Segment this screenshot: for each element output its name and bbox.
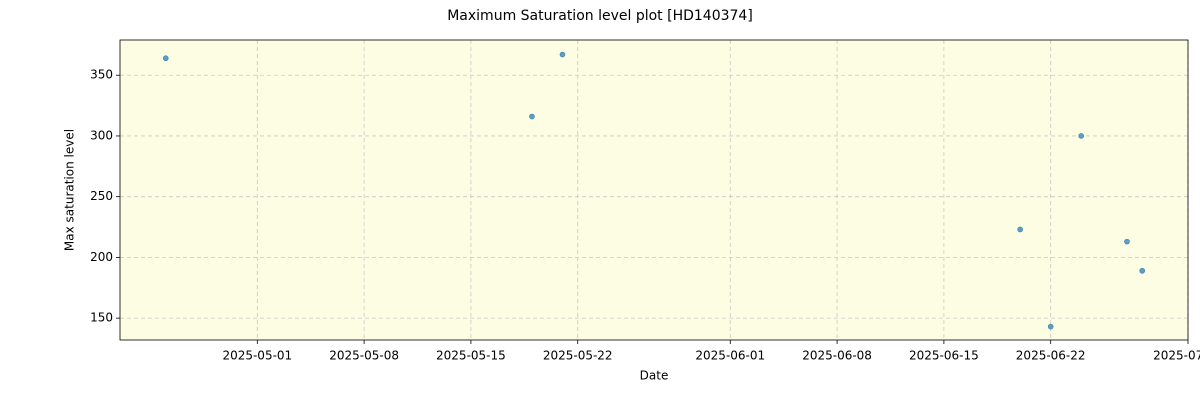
chart-title: Maximum Saturation level plot [HD140374] bbox=[447, 8, 753, 24]
point bbox=[559, 51, 566, 58]
x-tick-label: 2025-05-01 bbox=[222, 349, 292, 363]
y-tick-label: 300 bbox=[90, 128, 113, 142]
y-axis-label: Max saturation level bbox=[63, 129, 77, 251]
x-tick-label: 2025-06-15 bbox=[909, 349, 979, 363]
point bbox=[1124, 238, 1130, 245]
point bbox=[529, 113, 535, 120]
y-tick-label: 250 bbox=[90, 189, 113, 203]
y-tick-label: 150 bbox=[90, 311, 113, 325]
y-tick-label: 350 bbox=[90, 68, 113, 82]
x-tick-label: 2025-05-15 bbox=[436, 349, 506, 363]
point bbox=[1139, 267, 1146, 274]
point bbox=[162, 55, 169, 62]
x-tick-label: 2025-06-22 bbox=[1016, 349, 1086, 363]
point bbox=[1017, 226, 1023, 233]
plot-area bbox=[120, 40, 1188, 340]
x-tick-label: 2025-06-01 bbox=[695, 349, 765, 363]
point bbox=[1078, 133, 1084, 139]
y-tick-label: 200 bbox=[90, 250, 113, 264]
x-tick-label: 2025-05-22 bbox=[543, 349, 613, 363]
x-tick-label: 2025-05-08 bbox=[329, 349, 399, 363]
x-tick-label: 2025-06-08 bbox=[802, 349, 872, 363]
plot-frame bbox=[119, 39, 1189, 341]
x-tick-label: 2025-07-01 bbox=[1153, 349, 1200, 363]
point bbox=[1047, 323, 1054, 330]
x-axis-label: Date bbox=[640, 369, 669, 383]
